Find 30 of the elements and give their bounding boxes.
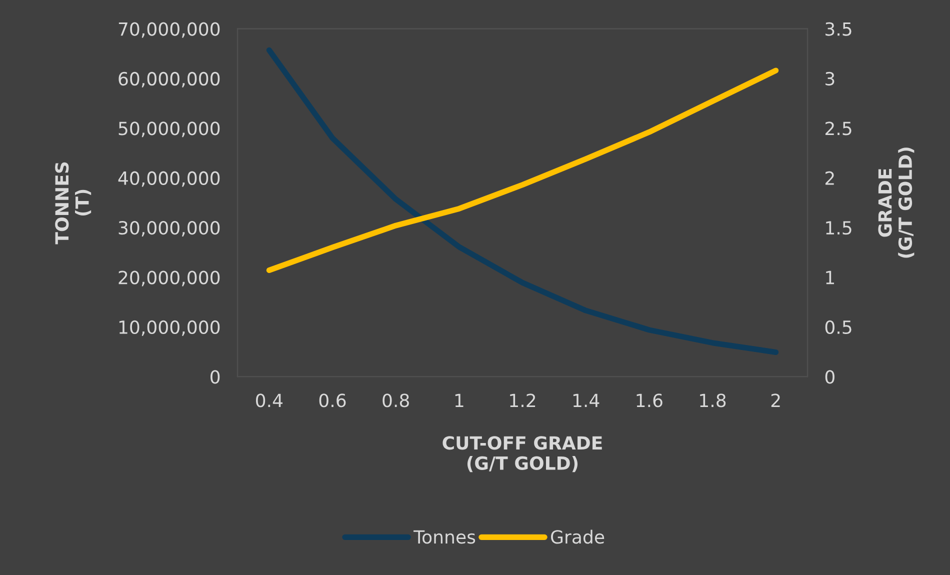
y-tick-label: 30,000,000 — [118, 220, 220, 236]
x-axis-title: CUT-OFF GRADE (G/T GOLD) — [442, 436, 602, 472]
y2-tick-label: 2 — [825, 171, 834, 185]
x-tick-label: 1.2 — [510, 394, 536, 408]
y-tick-label: 20,000,000 — [118, 270, 220, 286]
x-tick-label: 0.8 — [382, 394, 409, 408]
y2-axis-title: GRADE (G/T GOLD) — [878, 148, 914, 258]
y-tick-label: 70,000,000 — [118, 22, 220, 38]
y-tick-label: 10,000,000 — [119, 320, 220, 336]
x-tick-label: 0.4 — [256, 394, 283, 408]
y-tick-label: 40,000,000 — [118, 171, 220, 187]
y-tick-label: 50,000,000 — [118, 122, 220, 138]
x-tick-label: 0.6 — [319, 394, 346, 408]
y-tick-label: 60,000,000 — [118, 72, 220, 88]
y2-tick-label: 2.5 — [825, 122, 852, 136]
y2-tick-label: 1.5 — [826, 221, 852, 235]
x-tick-label: 1.4 — [573, 394, 600, 408]
legend-label: Grade — [551, 530, 604, 544]
y2-tick-label: 3.5 — [826, 22, 852, 36]
y-tick-label: 0 — [210, 370, 220, 384]
x-tick-label: 1.8 — [700, 394, 726, 408]
legend-label: Tonnes — [414, 530, 476, 544]
x-tick-label: 2 — [771, 394, 780, 408]
y2-tick-label: 0 — [825, 370, 834, 384]
y2-tick-label: 1 — [826, 270, 834, 284]
y2-tick-label: 3 — [826, 72, 834, 86]
y-axis-title: TONNES (T) — [55, 162, 92, 244]
x-tick-label: 1 — [455, 394, 464, 408]
y2-tick-label: 0.5 — [825, 320, 852, 334]
x-tick-label: 1.6 — [636, 394, 662, 408]
